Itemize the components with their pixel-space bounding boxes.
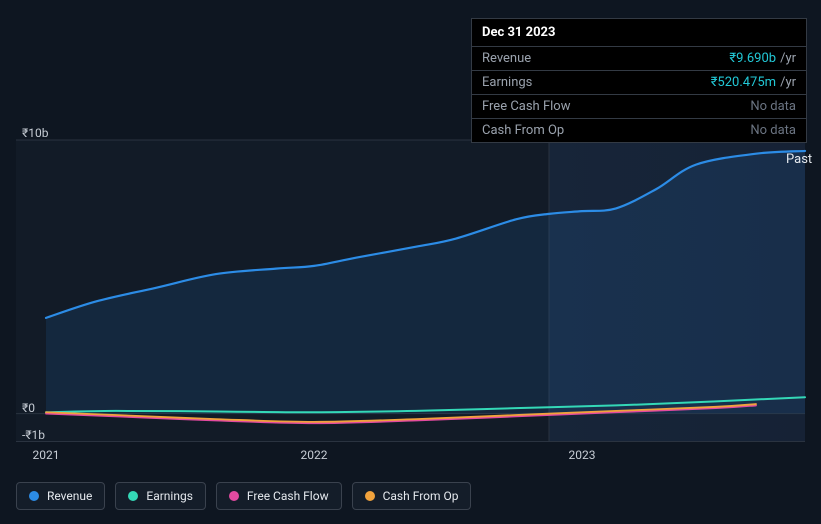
y-axis-tick: ₹10b xyxy=(22,126,48,140)
tooltip-metric-label: Revenue xyxy=(482,51,531,66)
financials-chart: Dec 31 2023 Revenue ₹9.690b/yr Earnings ₹52… xyxy=(0,0,821,524)
tooltip-row: Revenue ₹9.690b/yr xyxy=(472,47,806,71)
x-axis-tick: 2021 xyxy=(33,448,60,462)
legend: Revenue Earnings Free Cash Flow Cash From O… xyxy=(16,482,471,510)
legend-label: Earnings xyxy=(146,489,193,503)
legend-swatch-icon xyxy=(365,491,375,501)
legend-label: Revenue xyxy=(47,489,92,503)
x-axis-tick: 2023 xyxy=(569,448,596,462)
tooltip-row: Free Cash Flow No data xyxy=(472,95,806,119)
plot-area[interactable]: Past xyxy=(16,140,805,442)
plot-svg xyxy=(16,140,805,441)
hover-tooltip: Dec 31 2023 Revenue ₹9.690b/yr Earnings ₹52… xyxy=(471,18,807,143)
legend-swatch-icon xyxy=(29,491,39,501)
x-axis-tick: 2022 xyxy=(301,448,328,462)
tooltip-metric-label: Cash From Op xyxy=(482,123,564,138)
legend-item-earnings[interactable]: Earnings xyxy=(115,482,206,510)
tooltip-metric-value: ₹520.475m/yr xyxy=(711,75,796,90)
legend-label: Free Cash Flow xyxy=(247,489,329,503)
y-axis-tick: -₹1b xyxy=(22,428,45,442)
legend-item-cfo[interactable]: Cash From Op xyxy=(352,482,472,510)
tooltip-row: Cash From Op No data xyxy=(472,119,806,142)
y-axis-tick: ₹0 xyxy=(22,401,35,415)
legend-swatch-icon xyxy=(229,491,239,501)
legend-swatch-icon xyxy=(128,491,138,501)
tooltip-date: Dec 31 2023 xyxy=(472,19,806,47)
legend-label: Cash From Op xyxy=(383,489,459,503)
tooltip-row: Earnings ₹520.475m/yr xyxy=(472,71,806,95)
tooltip-metric-value: ₹9.690b/yr xyxy=(729,51,796,66)
legend-item-fcf[interactable]: Free Cash Flow xyxy=(216,482,342,510)
x-axis: 2021 2022 2023 xyxy=(16,448,805,468)
tooltip-metric-label: Earnings xyxy=(482,75,532,90)
tooltip-metric-nodata: No data xyxy=(750,99,796,114)
legend-item-revenue[interactable]: Revenue xyxy=(16,482,105,510)
series-fill-revenue xyxy=(46,151,805,414)
tooltip-metric-nodata: No data xyxy=(750,123,796,138)
past-region-label: Past xyxy=(786,152,812,167)
tooltip-metric-label: Free Cash Flow xyxy=(482,99,570,114)
